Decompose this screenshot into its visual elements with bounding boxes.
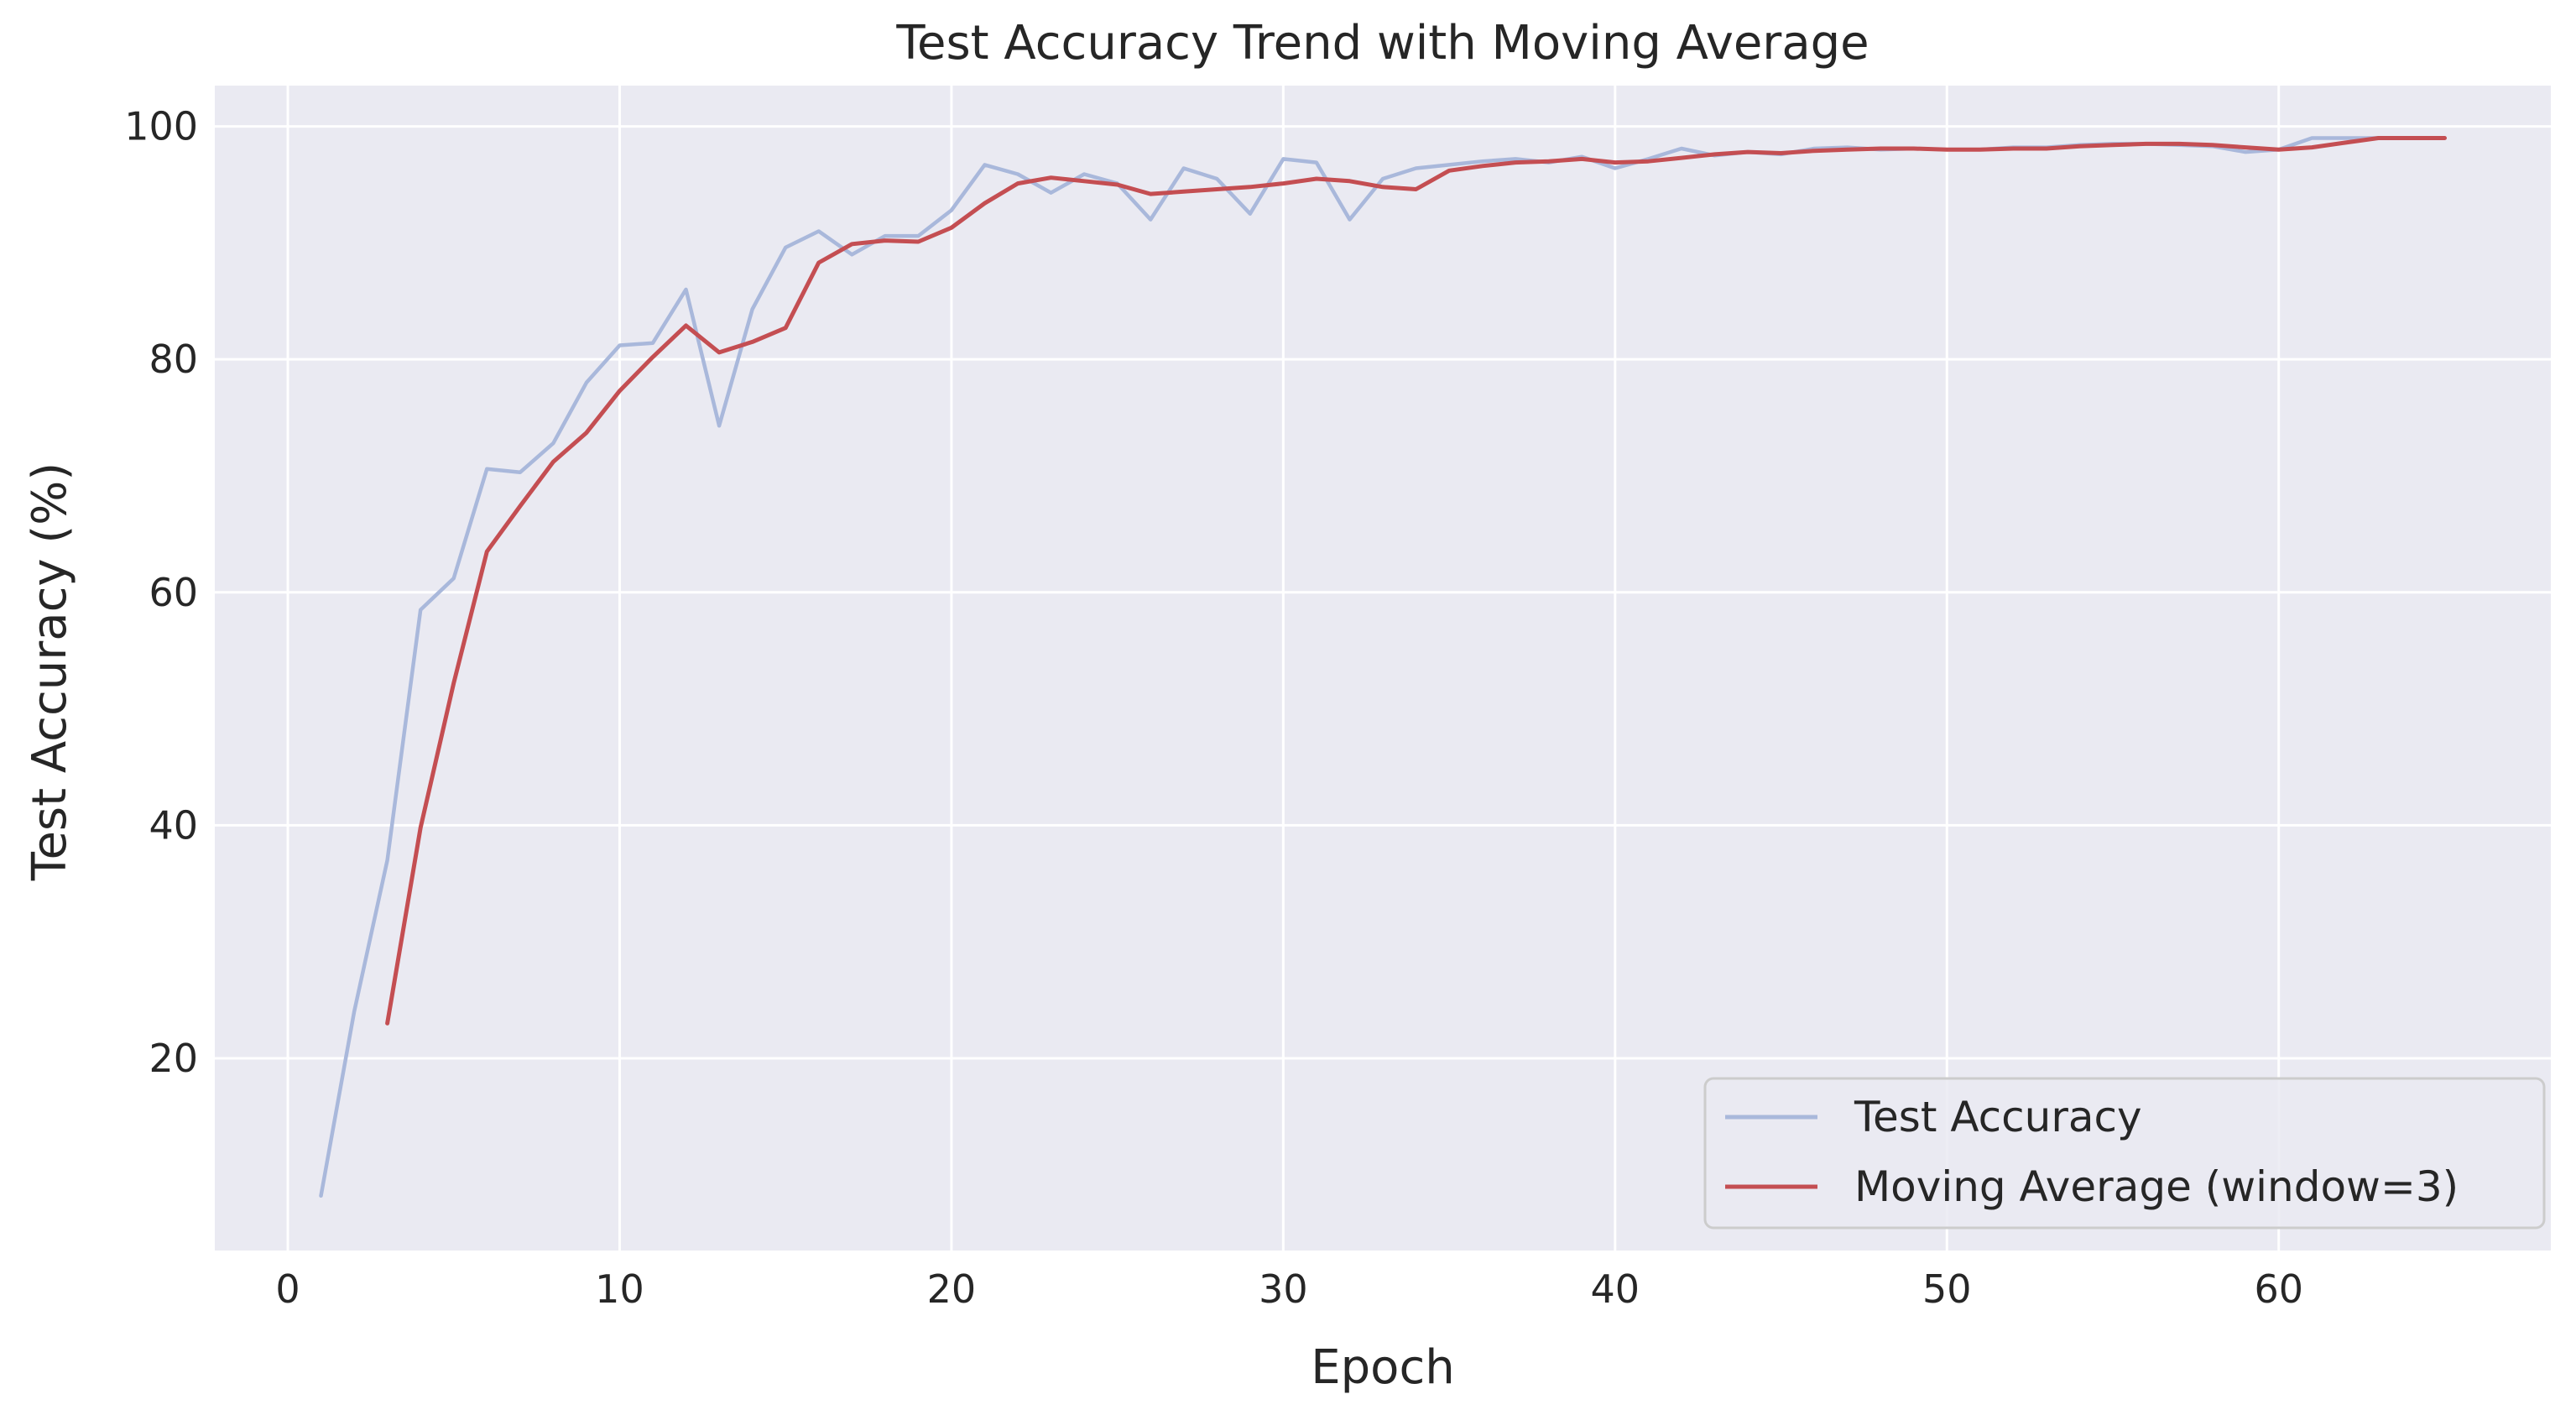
grid-lines [215, 86, 2551, 1251]
legend: Test Accuracy Moving Average (window=3) [1703, 1077, 2546, 1230]
y-tick-label: 80 [149, 337, 198, 382]
chart-title: Test Accuracy Trend with Moving Average [895, 16, 1869, 70]
y-tick-label: 40 [149, 802, 198, 848]
x-axis-label: Epoch [1311, 1340, 1454, 1395]
plot-area [215, 86, 2551, 1251]
series-layer [319, 136, 2447, 1198]
legend-label-moving-average: Moving Average (window=3) [1854, 1162, 2459, 1211]
x-tick-label: 50 [1922, 1266, 1972, 1312]
tick-labels: 0 10 20 30 40 50 60 20 40 60 80 100 [124, 104, 2303, 1312]
legend-box [1703, 1077, 2546, 1230]
x-tick-label: 30 [1259, 1266, 1308, 1312]
x-tick-label: 10 [595, 1266, 644, 1312]
y-axis-label: Test Accuracy (%) [23, 462, 77, 881]
series-line-moving-average [385, 136, 2447, 1026]
x-tick-label: 40 [1591, 1266, 1640, 1312]
x-tick-label: 60 [2254, 1266, 2303, 1312]
x-tick-label: 0 [275, 1266, 300, 1312]
y-tick-label: 60 [149, 570, 198, 615]
legend-label-test-accuracy: Test Accuracy [1854, 1093, 2142, 1141]
y-tick-label: 100 [124, 104, 198, 149]
y-tick-label: 20 [149, 1036, 198, 1081]
x-tick-label: 20 [927, 1266, 977, 1312]
